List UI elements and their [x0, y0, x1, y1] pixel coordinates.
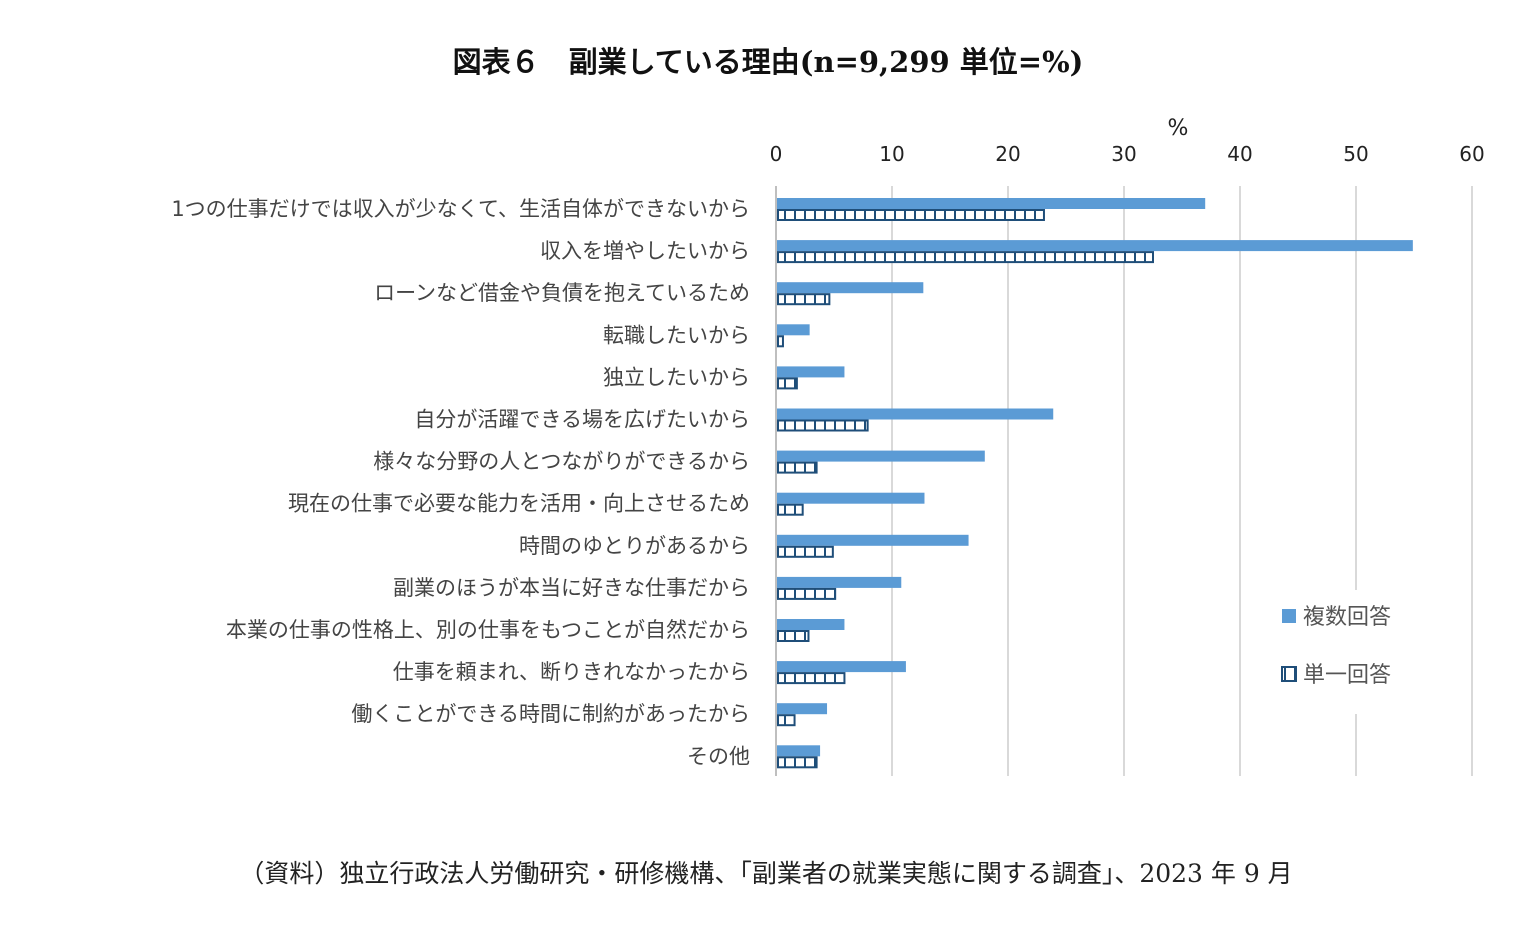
bar-multiple [777, 534, 969, 546]
category-label: その他 [687, 744, 750, 768]
bar-single [777, 293, 831, 306]
bar-single [777, 377, 798, 390]
category-label: 様々な分野の人とつながりができるから [373, 450, 750, 474]
source-note: （資料）独立行政法人労働研究・研修機構、「副業者の就業実態に関する調査」、202… [239, 859, 1292, 888]
legend-swatch-single [1281, 666, 1297, 682]
bar-multiple [777, 324, 810, 336]
category-label: 仕事を頼まれ、断りきれなかったから [393, 660, 750, 684]
category-label: 独立したいから [603, 365, 750, 389]
category-label: 時間のゆとりがあるから [519, 534, 750, 558]
bar-single [777, 587, 837, 600]
category-label: 自分が活躍できる場を広げたいから [414, 408, 750, 432]
category-label: 1つの仕事だけでは収入が少なくて、生活自体ができないから [171, 197, 750, 221]
chart-title: 図表６ 副業している理由(n=9,299 単位=%) [453, 45, 1084, 79]
x-axis-ticks: 0 10 20 30 40 50 60 [770, 142, 1485, 166]
bar-multiple [777, 282, 924, 294]
bar-single [777, 461, 818, 474]
bar-single [777, 503, 804, 516]
x-tick-label-40: 40 [1227, 142, 1252, 166]
category-labels: 1つの仕事だけでは収入が少なくて、生活自体ができないから収入を増やしたいからロー… [171, 197, 750, 768]
legend-swatch-multiple [1282, 609, 1296, 623]
x-tick-label-50: 50 [1343, 142, 1368, 166]
legend: 複数回答 単一回答 [1262, 590, 1442, 714]
bar-multiple [777, 366, 845, 378]
x-tick-label-0: 0 [770, 142, 783, 166]
bar-multiple [777, 198, 1206, 209]
x-tick-label-20: 20 [995, 142, 1020, 166]
bar-single [777, 672, 846, 685]
bar-single [777, 545, 834, 558]
x-tick-label-30: 30 [1111, 142, 1136, 166]
category-label: 本業の仕事の性格上、別の仕事をもつことが自然だから [226, 618, 750, 642]
bar-single [777, 419, 869, 432]
category-label: 働くことができる時間に制約があったから [351, 702, 750, 726]
bar-single [777, 209, 1045, 221]
legend-label-single: 単一回答 [1303, 663, 1391, 688]
category-label: 副業のほうが本当に好きな仕事だから [393, 576, 750, 600]
category-label: 収入を増やしたいから [540, 239, 750, 263]
category-label: 転職したいから [603, 323, 750, 347]
x-axis-unit: % [1168, 116, 1189, 141]
bar-multiple [777, 703, 828, 715]
category-label: ローンなど借金や負債を抱えているため [374, 281, 750, 305]
bar-multiple [777, 745, 821, 757]
bar-single [777, 630, 810, 642]
legend-label-multiple: 複数回答 [1303, 605, 1391, 630]
bar-single [777, 335, 784, 348]
category-label: 現在の仕事で必要な能力を活用・向上させるため [288, 492, 750, 516]
x-tick-label-60: 60 [1459, 142, 1484, 166]
bar-multiple [777, 619, 845, 630]
bar-multiple [777, 576, 902, 588]
bars [777, 198, 1413, 769]
bar-multiple [777, 450, 985, 462]
bar-single [777, 251, 1154, 264]
bar-multiple [777, 240, 1413, 252]
bar-single [777, 756, 818, 769]
bar-multiple [777, 408, 1054, 420]
x-tick-label-10: 10 [879, 142, 904, 166]
bar-single [777, 714, 796, 727]
bar-multiple [777, 661, 906, 673]
bar-multiple [777, 492, 925, 504]
